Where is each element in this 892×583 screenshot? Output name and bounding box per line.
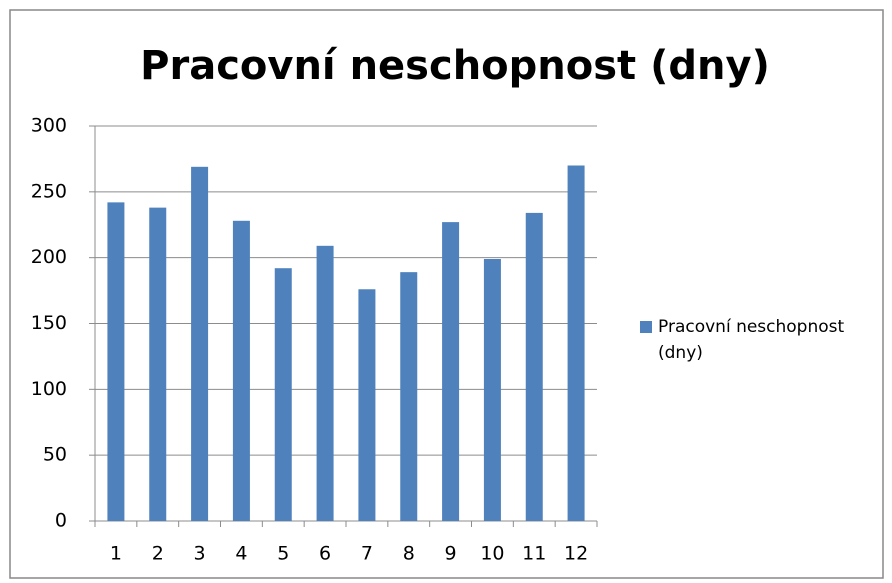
bar <box>358 289 376 521</box>
y-tick-label: 50 <box>43 444 67 466</box>
y-tick-label: 100 <box>31 378 67 400</box>
y-tick-label: 200 <box>31 246 67 268</box>
bar <box>274 268 292 521</box>
y-tick-label: 150 <box>31 312 67 334</box>
y-tick-label: 250 <box>31 180 67 202</box>
x-tick-label: 4 <box>235 543 247 565</box>
x-tick-label: 1 <box>110 543 122 565</box>
bar <box>525 212 543 521</box>
bar <box>107 202 125 521</box>
bar <box>567 165 585 521</box>
bar <box>483 258 501 521</box>
bar <box>232 220 250 522</box>
x-tick-label: 5 <box>277 543 289 565</box>
x-tick-label: 9 <box>445 543 457 565</box>
x-tick-label: 7 <box>361 543 373 565</box>
bar <box>400 272 418 521</box>
legend-swatch <box>640 321 652 333</box>
x-tick-label: 10 <box>480 543 504 565</box>
x-tick-label: 3 <box>194 543 206 565</box>
legend-label: Pracovní neschopnost (dny) <box>658 317 845 363</box>
x-tick-label: 2 <box>152 543 164 565</box>
x-tick-label: 12 <box>564 543 588 565</box>
bar <box>442 222 460 521</box>
y-tick-label: 0 <box>55 510 67 532</box>
chart-title: Pracovní neschopnost (dny) <box>140 43 770 89</box>
bar <box>191 166 209 522</box>
x-tick-label: 6 <box>319 543 331 565</box>
bar <box>149 207 167 521</box>
y-tick-label: 300 <box>31 115 67 137</box>
x-tick-label: 8 <box>403 543 415 565</box>
bar <box>316 245 334 522</box>
x-tick-label: 11 <box>522 543 546 565</box>
